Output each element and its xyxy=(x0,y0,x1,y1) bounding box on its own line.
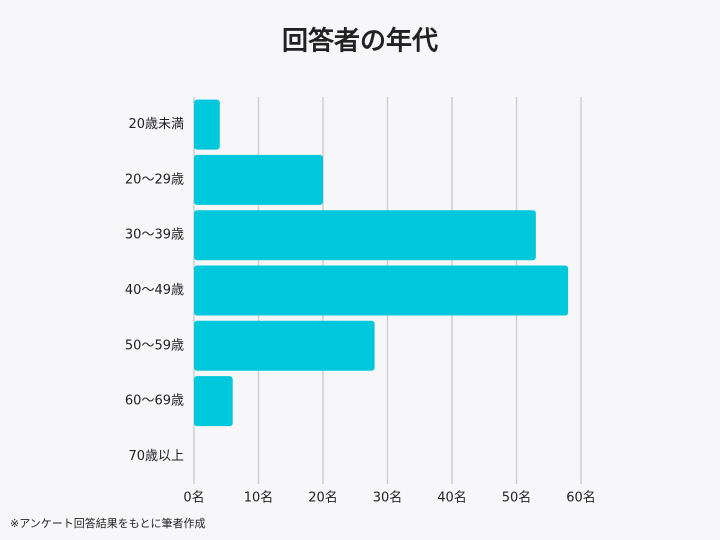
y-tick-label: 60～69歳 xyxy=(125,394,184,409)
y-tick-label: 30～39歳 xyxy=(125,228,184,243)
x-tick-label: 10名 xyxy=(244,490,274,506)
y-tick-label: 20歳未満 xyxy=(128,117,184,132)
bar xyxy=(194,376,233,427)
x-tick-label: 50名 xyxy=(502,490,532,506)
bar xyxy=(194,210,536,261)
y-tick-label: 40～49歳 xyxy=(125,283,184,298)
bar xyxy=(194,99,220,150)
x-tick-label: 40名 xyxy=(437,490,467,506)
bar xyxy=(194,154,323,205)
x-tick-label: 60名 xyxy=(566,490,596,506)
y-tick-label: 70歳以上 xyxy=(128,449,184,464)
x-tick-label: 0名 xyxy=(183,490,204,506)
chart-title: 回答者の年代 xyxy=(282,26,438,57)
y-tick-label: 50～59歳 xyxy=(125,338,184,353)
footnote: ※アンケート回答結果をもとに筆者作成 xyxy=(10,516,206,530)
x-tick-label: 20名 xyxy=(308,490,338,506)
y-tick-label: 20～29歳 xyxy=(125,172,184,187)
bar xyxy=(194,320,375,371)
bar xyxy=(194,265,569,316)
x-tick-label: 30名 xyxy=(373,490,403,506)
